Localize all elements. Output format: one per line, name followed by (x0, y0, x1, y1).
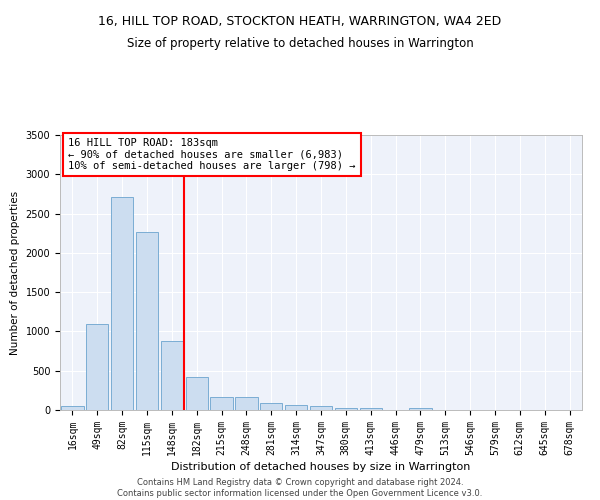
Y-axis label: Number of detached properties: Number of detached properties (10, 190, 20, 354)
Bar (310, 406, 332, 410)
Bar (111, 197, 133, 410)
Bar (409, 408, 431, 410)
Bar (61, 406, 83, 410)
Bar (211, 397, 233, 410)
Bar (335, 408, 357, 410)
X-axis label: Distribution of detached houses by size in Warrington: Distribution of detached houses by size … (172, 462, 470, 472)
Bar (285, 406, 307, 410)
Bar (235, 398, 257, 410)
Bar (359, 408, 382, 410)
Text: 16 HILL TOP ROAD: 183sqm
← 90% of detached houses are smaller (6,983)
10% of sem: 16 HILL TOP ROAD: 183sqm ← 90% of detach… (68, 138, 355, 171)
Text: Contains HM Land Registry data © Crown copyright and database right 2024.
Contai: Contains HM Land Registry data © Crown c… (118, 478, 482, 498)
Text: 16, HILL TOP ROAD, STOCKTON HEATH, WARRINGTON, WA4 2ED: 16, HILL TOP ROAD, STOCKTON HEATH, WARRI… (98, 15, 502, 28)
Bar (185, 377, 208, 410)
Bar (86, 324, 109, 410)
Bar (161, 341, 183, 410)
Bar (136, 232, 158, 410)
Bar (260, 403, 283, 410)
Text: Size of property relative to detached houses in Warrington: Size of property relative to detached ho… (127, 38, 473, 51)
